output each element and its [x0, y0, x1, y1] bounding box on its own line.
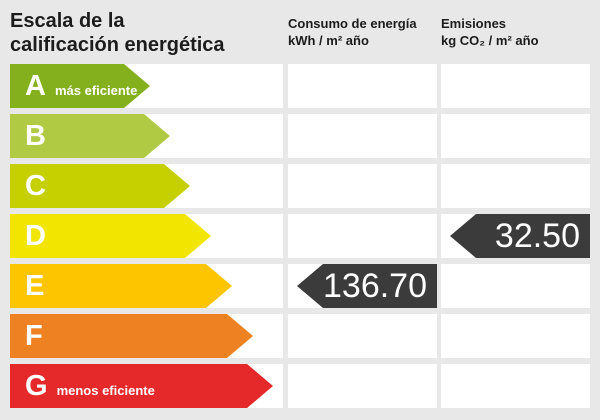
consumo-value-marker: 136.70 — [297, 264, 437, 308]
emisiones-header-unit: kg CO₂ / m² año — [441, 33, 539, 48]
consumo-cell-d — [288, 214, 437, 258]
rating-letter-e: E — [25, 270, 45, 302]
rating-row-e: E 136.70 — [0, 264, 600, 308]
emisiones-value: 32.50 — [494, 217, 580, 255]
rating-letter-d: D — [25, 220, 46, 252]
emisiones-cell-e — [441, 264, 590, 308]
rating-letter-a: A — [25, 70, 46, 102]
rating-row-d: D 32.50 — [0, 214, 600, 258]
rating-bar-g: G menos eficiente — [10, 364, 273, 408]
consumo-cell-b — [288, 114, 437, 158]
consumo-header-title: Consumo de energía — [288, 16, 417, 31]
page-title-line2: calificación energética — [10, 34, 225, 56]
emisiones-header-title: Emisiones — [441, 16, 507, 31]
rating-letter-c: C — [25, 170, 46, 202]
more-efficient-label: más eficiente — [54, 83, 138, 98]
rating-row-a: A más eficiente — [0, 64, 600, 108]
rating-row-c: C — [0, 164, 600, 208]
consumo-cell-g — [288, 364, 437, 408]
rating-letter-b: B — [25, 120, 46, 152]
rating-row-b: B — [0, 114, 600, 158]
rating-bar-a: A más eficiente — [10, 64, 150, 108]
consumo-value: 136.70 — [323, 267, 427, 305]
emisiones-cell-d: 32.50 — [441, 214, 590, 258]
emisiones-cell-c — [441, 164, 590, 208]
rating-bar-b: B — [10, 114, 170, 158]
less-efficient-label: menos eficiente — [56, 383, 155, 398]
consumo-cell-f — [288, 314, 437, 358]
emisiones-value-marker: 32.50 — [450, 214, 590, 258]
rating-letter-f: F — [25, 320, 43, 352]
emisiones-cell-a — [441, 64, 590, 108]
rating-row-f: F — [0, 314, 600, 358]
consumo-cell-c — [288, 164, 437, 208]
column-header-consumo: Consumo de energía kWh / m² año — [288, 15, 436, 49]
consumo-header-unit: kWh / m² año — [288, 33, 369, 48]
rating-bar-d: D — [10, 214, 211, 258]
rating-bar-c: C — [10, 164, 190, 208]
emisiones-cell-g — [441, 364, 590, 408]
rating-row-g: G menos eficiente — [0, 364, 600, 408]
rating-bar-f: F — [10, 314, 253, 358]
page-title-line1: Escala de la — [10, 10, 125, 32]
emisiones-cell-b — [441, 114, 590, 158]
rating-letter-g: G — [25, 370, 48, 402]
rating-bar-e: E — [10, 264, 232, 308]
consumo-cell-a — [288, 64, 437, 108]
emisiones-cell-f — [441, 314, 590, 358]
column-header-emisiones: Emisiones kg CO₂ / m² año — [441, 15, 591, 49]
consumo-cell-e: 136.70 — [288, 264, 437, 308]
page-title: Escala de la calificación energética — [10, 9, 280, 57]
